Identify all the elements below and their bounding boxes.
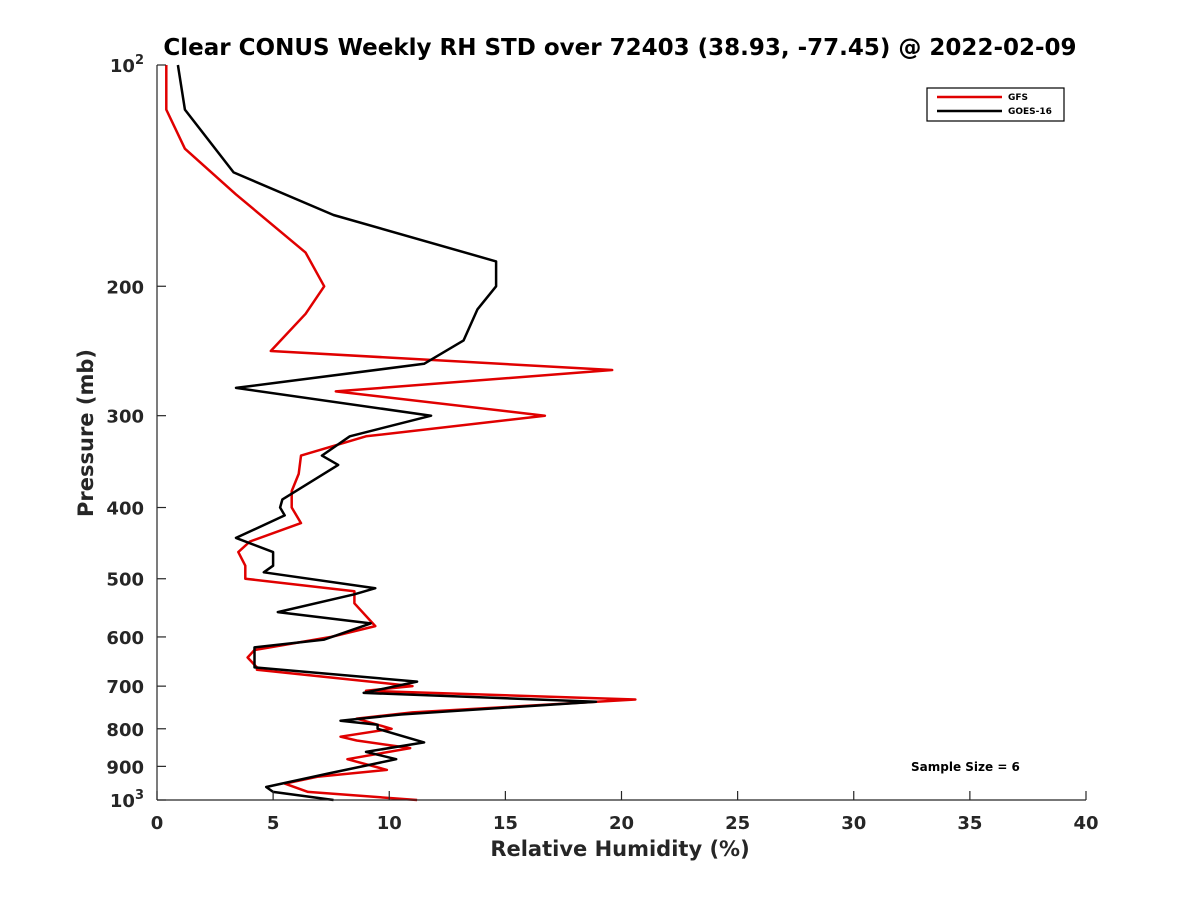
chart-title: Clear CONUS Weekly RH STD over 72403 (38… (163, 35, 1076, 61)
y-tick-label-8: 900 (106, 757, 144, 778)
axes (156, 65, 1086, 801)
y-tick-label-0: 102 (110, 53, 144, 77)
series-line-goes16 (176, 64, 598, 802)
x-axis-label: Relative Humidity (%) (490, 837, 749, 861)
series-layer (165, 64, 637, 802)
x-tick-label-8: 40 (1073, 813, 1098, 834)
y-tick-label-7: 800 (106, 720, 144, 741)
y-tick-label-9: 103 (110, 788, 144, 812)
legend-label-goes16: GOES-16 (1008, 107, 1052, 117)
x-tick-label-6: 30 (841, 813, 866, 834)
x-tick-label-7: 35 (957, 813, 982, 834)
y-tick-label-3: 400 (106, 499, 144, 520)
x-tick-label-3: 15 (493, 813, 518, 834)
legend-box (926, 87, 1065, 122)
x-tick-label-5: 25 (725, 813, 750, 834)
series-line-gfs (165, 65, 637, 802)
y-tick-label-1: 200 (106, 277, 144, 298)
x-tick-label-0: 0 (151, 813, 164, 834)
y-ticks: 102 200 300 400 500 600 700 800 900 103 (106, 53, 166, 812)
legend-label-gfs: GFS (1008, 93, 1028, 103)
y-tick-label-6: 700 (106, 677, 144, 698)
x-tick-label-1: 5 (267, 813, 280, 834)
x-tick-label-2: 10 (377, 813, 402, 834)
y-tick-label-4: 500 (106, 570, 144, 591)
sample-size-annotation: Sample Size = 6 (911, 760, 1020, 774)
y-tick-label-2: 300 (106, 407, 144, 428)
x-ticks: 0 5 10 15 20 25 30 35 40 (151, 791, 1099, 834)
x-tick-label-4: 20 (609, 813, 634, 834)
y-axis-label: Pressure (mb) (74, 349, 98, 517)
y-tick-label-5: 600 (106, 628, 144, 649)
legend: GFS GOES-16 (926, 87, 1065, 122)
